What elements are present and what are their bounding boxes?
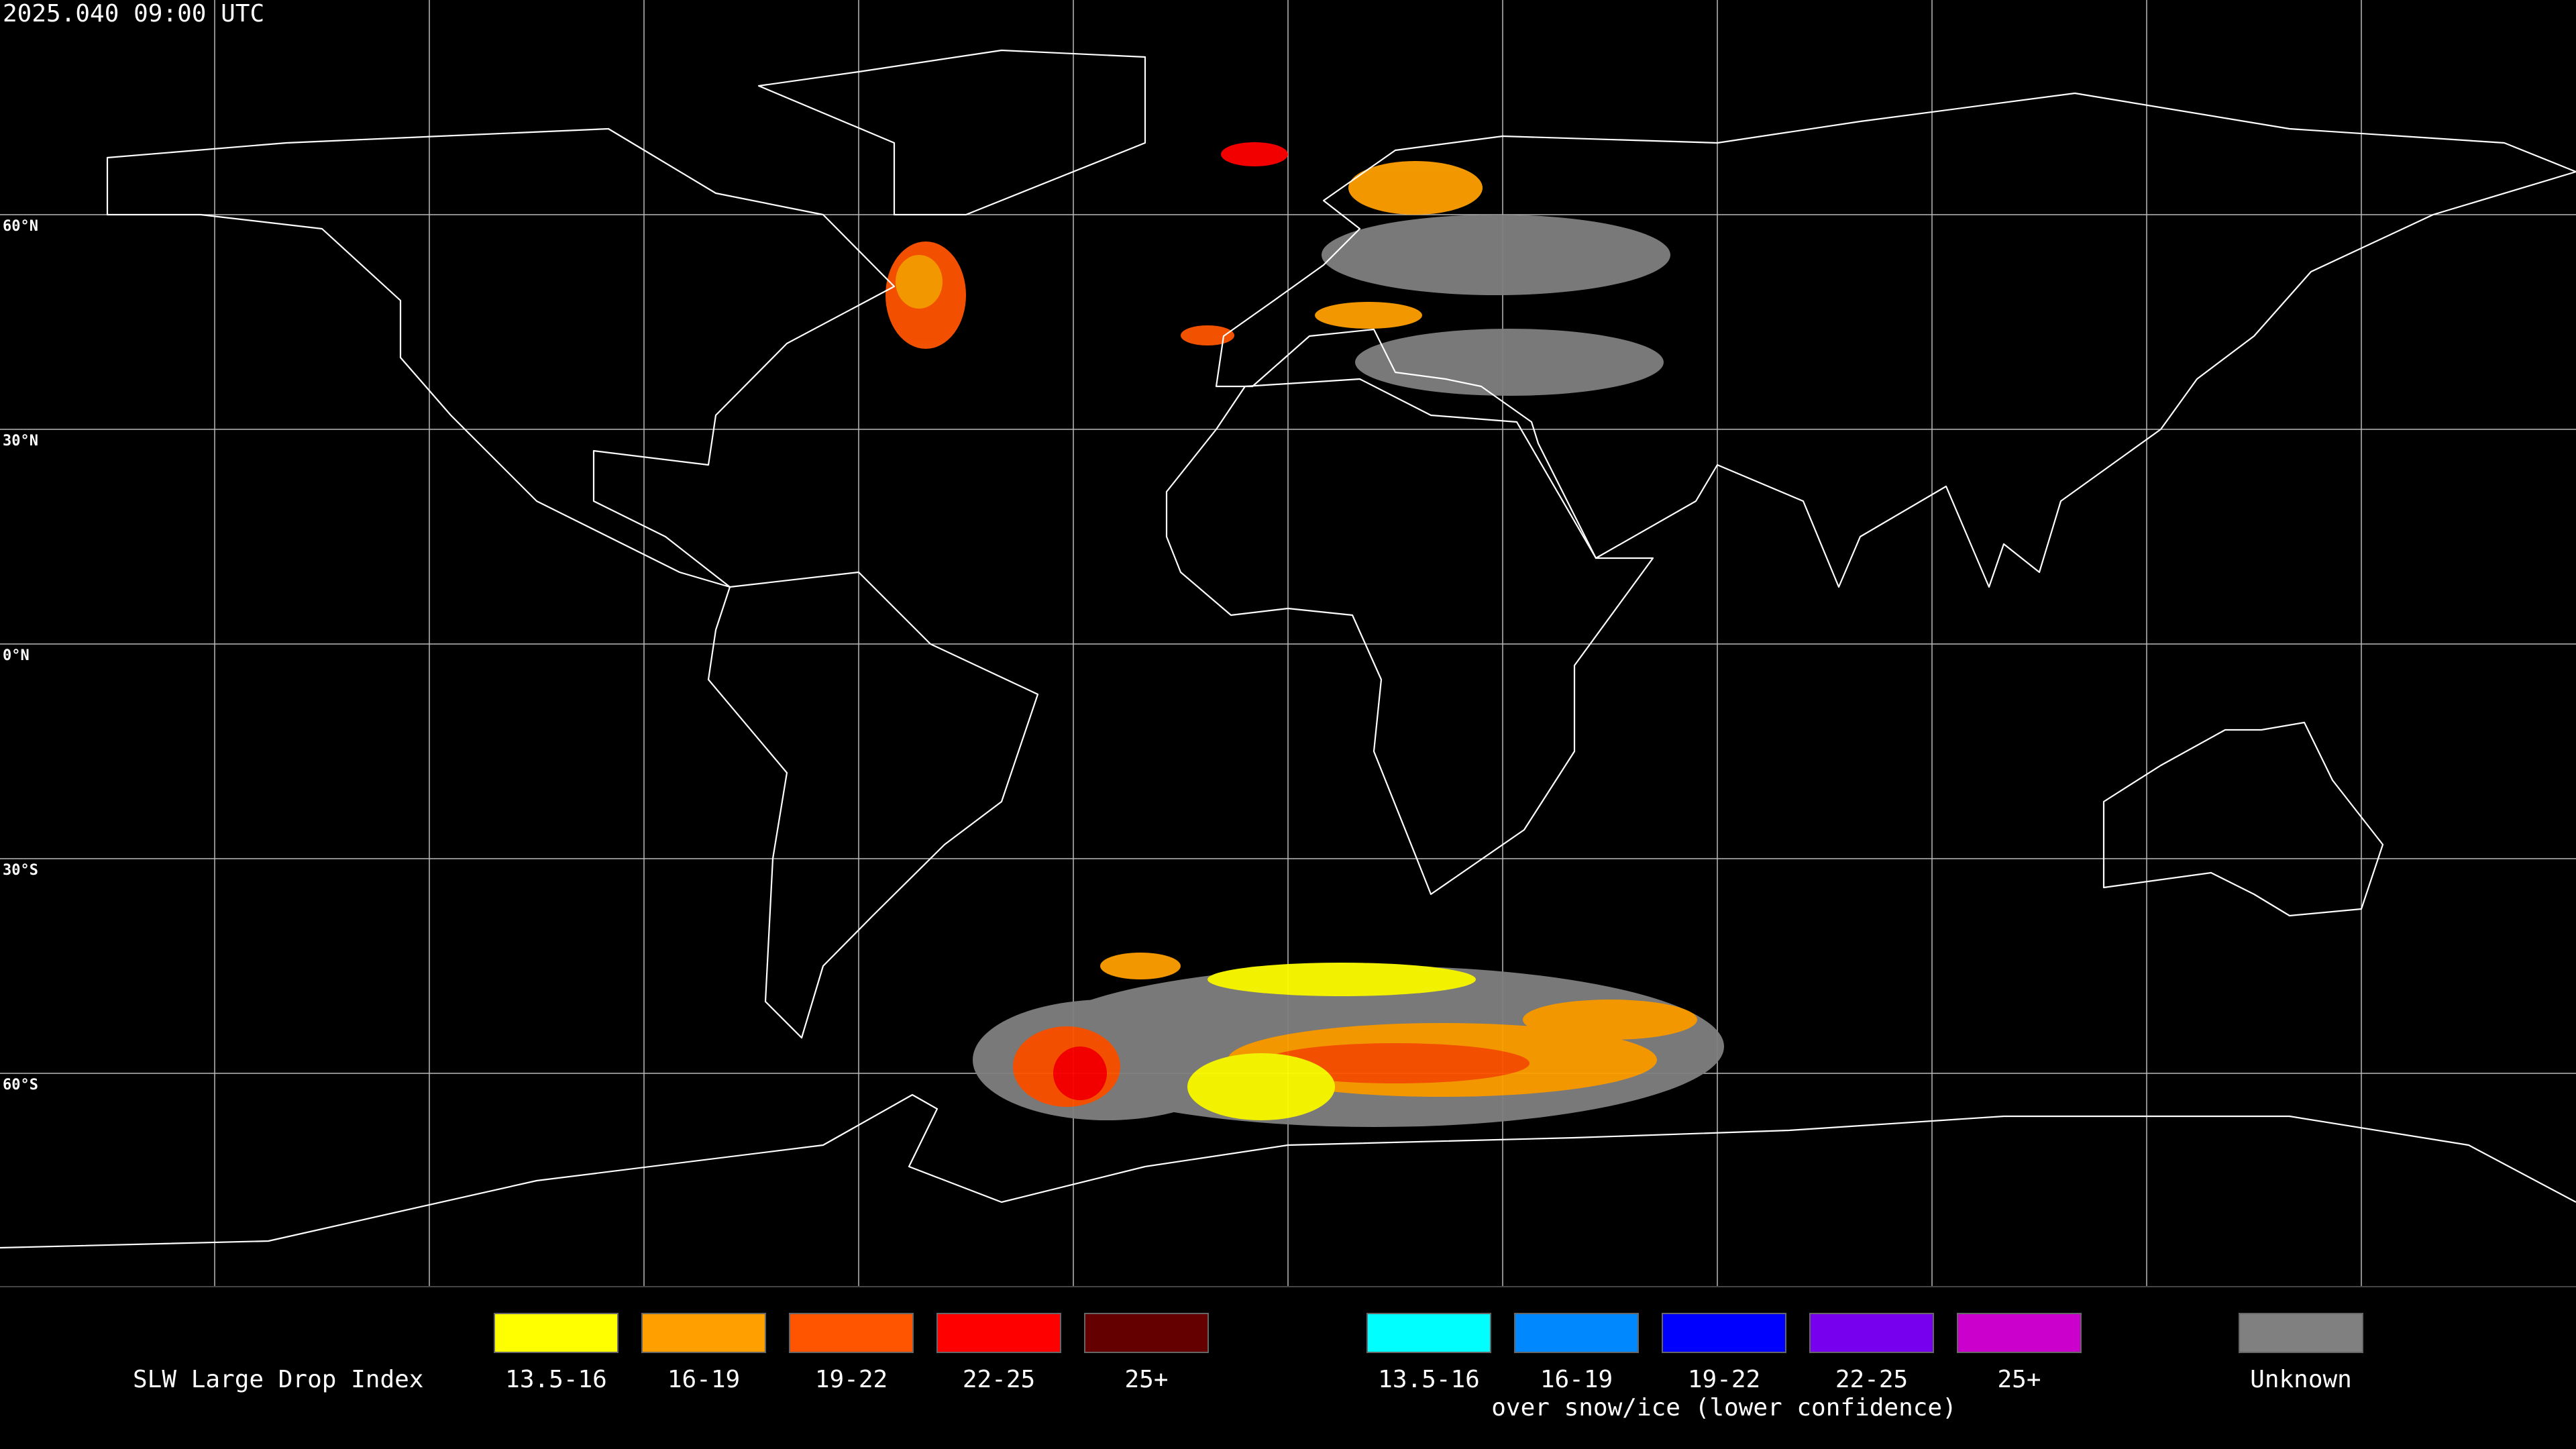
latitude-label: 60°S (3, 1077, 38, 1093)
legend-label: 13.5-16 (505, 1366, 607, 1393)
data-overlay (885, 142, 1724, 1127)
legend-panel (0, 1287, 2576, 1449)
legend-swatch (494, 1313, 619, 1353)
legend-label: 16-19 (1540, 1366, 1613, 1393)
legend-swatch (1957, 1313, 2082, 1353)
greenland (757, 49, 1146, 216)
cloud-slw (1181, 325, 1234, 345)
legend-label: Unknown (2250, 1366, 2352, 1393)
cloud-slw (1221, 142, 1288, 166)
legend-swatch (2239, 1313, 2363, 1353)
legend-label: 13.5-16 (1378, 1366, 1480, 1393)
north-america (106, 127, 896, 588)
south-america (707, 571, 1039, 1039)
legend-label: 19-22 (1688, 1366, 1760, 1393)
legend-swatch (1809, 1313, 1934, 1353)
legend-label: 16-19 (667, 1366, 740, 1393)
latitude-label: 0°N (3, 647, 30, 664)
legend-label: 22-25 (1835, 1366, 1908, 1393)
legend-swatch (1514, 1313, 1639, 1353)
legend-swatch (1084, 1313, 1209, 1353)
cloud-slw (896, 255, 943, 309)
cloud-unknown (1355, 329, 1664, 396)
cloud-slw (1315, 302, 1422, 329)
legend-label: 25+ (1124, 1366, 1168, 1393)
legend-label: 19-22 (815, 1366, 888, 1393)
legend: 13.5-16 16-19 19-22 22-25 25+ 13.5-16 16-19 19-… (494, 1313, 2363, 1393)
australia (2102, 721, 2384, 917)
legend-swatch (641, 1313, 766, 1353)
cloud-slw (1208, 963, 1476, 996)
legend-swatch (1366, 1313, 1491, 1353)
cloud-slw (1348, 161, 1483, 215)
legend-note: over snow/ice (lower confidence) (1491, 1394, 1957, 1421)
latitude-label: 30°N (3, 433, 38, 449)
legend-title: SLW Large Drop Index (133, 1366, 423, 1393)
africa (1165, 378, 1654, 896)
eurasia (1215, 92, 2576, 588)
latitude-label: 60°N (3, 218, 38, 235)
legend-label: 22-25 (963, 1366, 1035, 1393)
timestamp: 2025.040 09:00 UTC (3, 0, 264, 28)
coastlines (0, 49, 2576, 1249)
cloud-slw (1100, 953, 1181, 979)
legend-swatch (789, 1313, 914, 1353)
legend-swatch (1662, 1313, 1786, 1353)
cloud-slw (1523, 1000, 1697, 1040)
cloud-slw (1053, 1046, 1107, 1100)
legend-label: 25+ (1997, 1366, 2041, 1393)
latitude-label: 30°S (3, 862, 38, 879)
cloud-slw (1187, 1053, 1335, 1120)
cloud-unknown (1322, 215, 1670, 295)
legend-swatch (936, 1313, 1061, 1353)
latitude-labels: 60°N 30°N 0°N 30°S 60°S (3, 218, 38, 1093)
graticule (0, 0, 2576, 1287)
antarctica (0, 1093, 2576, 1249)
